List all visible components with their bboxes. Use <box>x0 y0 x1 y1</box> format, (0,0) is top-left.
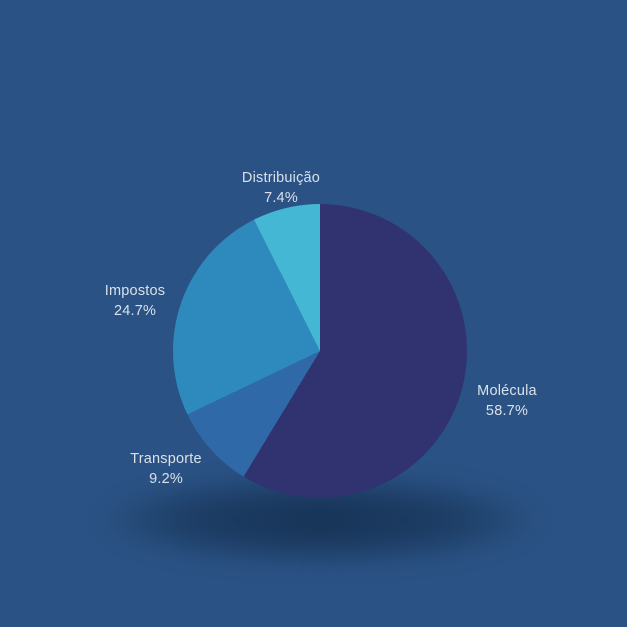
slice-value-transporte: 9.2% <box>149 471 183 487</box>
slice-label-distribuicao: Distribuição <box>241 170 321 186</box>
slice-label-impostos: Impostos <box>104 283 166 299</box>
slice-callout-transporte: Transporte 9.2% <box>130 449 202 489</box>
slice-label-molecula: Molécula <box>477 383 537 399</box>
slice-value-impostos: 24.7% <box>113 303 157 319</box>
slice-callout-molecula: Molécula 58.7% <box>477 381 537 421</box>
pie-chart <box>173 204 467 498</box>
slice-value-distribuicao: 7.4% <box>264 190 298 206</box>
slice-callout-impostos: Impostos 24.7% <box>105 281 165 321</box>
slice-value-molecula: 58.7% <box>485 403 529 419</box>
slice-label-transporte: Transporte <box>130 451 202 467</box>
slice-callout-distribuicao: Distribuição 7.4% <box>242 168 320 208</box>
